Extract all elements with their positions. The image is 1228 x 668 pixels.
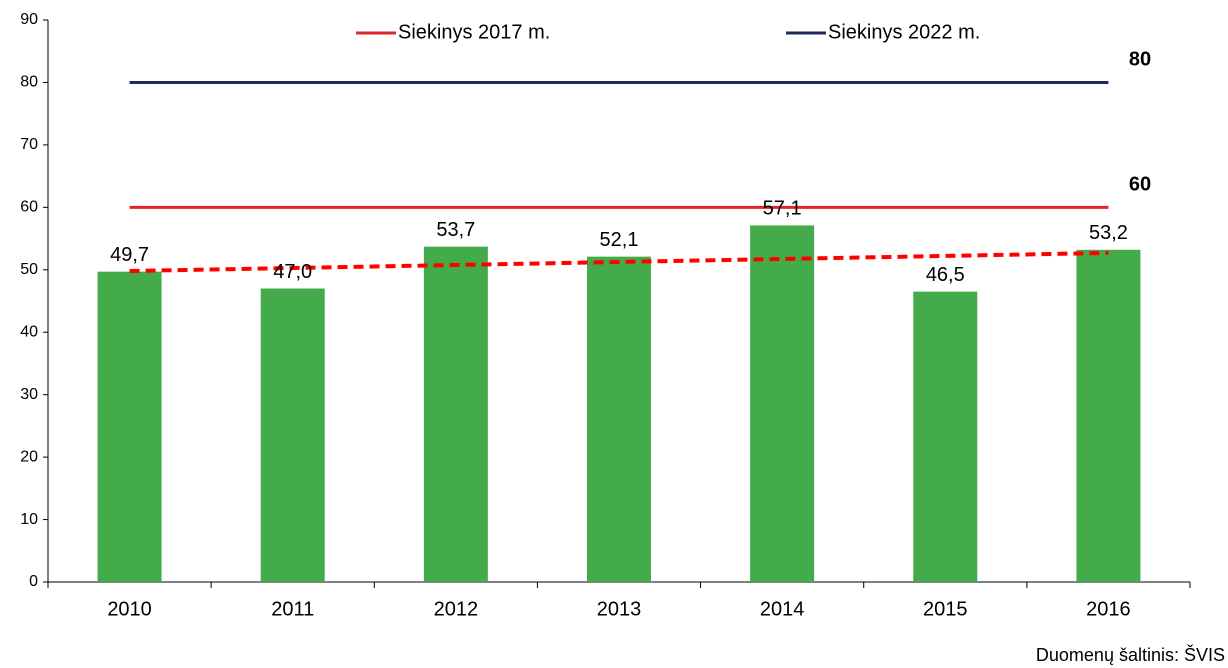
bar [913, 291, 978, 582]
legend-label: Siekinys 2022 m. [828, 21, 980, 43]
bar [97, 271, 162, 582]
x-tick-label: 2016 [1086, 598, 1131, 620]
legend-label: Siekinys 2017 m. [398, 21, 550, 43]
data-label: 47,0 [273, 261, 312, 283]
x-tick-label: 2012 [434, 598, 479, 620]
y-tick-label: 30 [20, 386, 38, 403]
x-tick-label: 2010 [107, 598, 152, 620]
data-label: 52,1 [600, 229, 639, 251]
data-label: 49,7 [110, 244, 149, 266]
data-label: 57,1 [763, 198, 802, 220]
y-tick-label: 90 [20, 11, 38, 28]
y-tick-label: 70 [20, 136, 38, 153]
y-tick-label: 10 [20, 511, 38, 528]
y-tick-label: 60 [20, 199, 38, 216]
y-tick-label: 0 [29, 573, 38, 590]
x-tick-label: 2014 [760, 598, 805, 620]
data-label: 53,2 [1089, 222, 1128, 244]
target-label: 60 [1129, 174, 1151, 196]
source-note: Duomenų šaltinis: ŠVIS [1036, 644, 1225, 665]
data-label: 53,7 [436, 219, 475, 241]
y-tick-label: 50 [20, 261, 38, 278]
trend-line [129, 250, 1109, 274]
bar [750, 225, 815, 583]
x-tick-label: 2011 [271, 598, 314, 620]
x-tick-label: 2015 [923, 598, 968, 620]
x-tick-label: 2013 [597, 598, 642, 620]
bar [587, 256, 651, 582]
data-label: 46,5 [926, 264, 965, 286]
target-label: 80 [1129, 49, 1151, 71]
bar [423, 246, 488, 582]
y-tick-label: 20 [20, 448, 38, 465]
y-tick-label: 40 [20, 323, 38, 340]
bar [260, 288, 325, 582]
bar [1076, 249, 1141, 582]
y-tick-label: 80 [20, 74, 38, 91]
